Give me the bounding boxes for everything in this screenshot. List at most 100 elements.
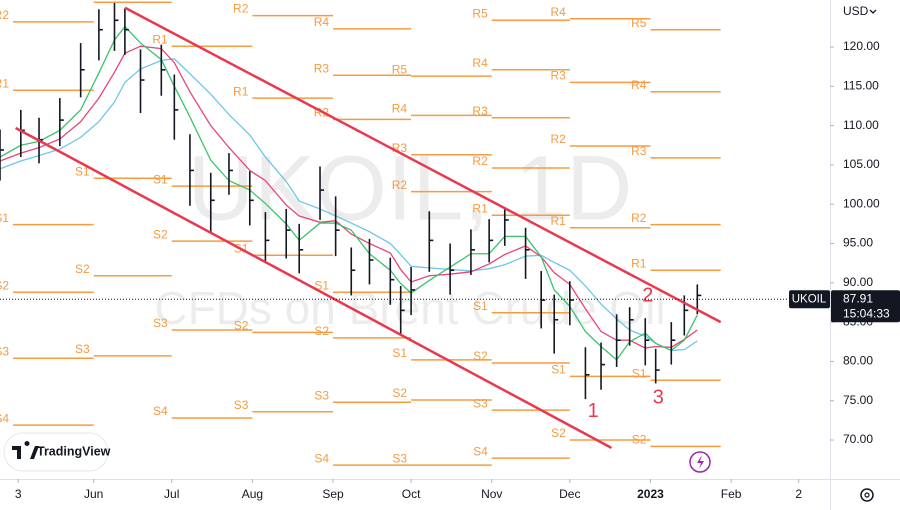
y-tick-label: 75.00 bbox=[843, 393, 873, 407]
logo-text: TradingView bbox=[37, 444, 111, 458]
x-tick-label: 3 bbox=[15, 487, 22, 501]
y-tick-label: 105.00 bbox=[843, 157, 880, 171]
price-tag bbox=[831, 290, 900, 323]
pivot-label: S2 bbox=[75, 262, 90, 276]
pivot-label: S2 bbox=[392, 386, 407, 400]
y-tick-label: 80.00 bbox=[843, 354, 873, 368]
x-tick-label: Jul bbox=[164, 487, 179, 501]
alert-bolt bbox=[697, 455, 704, 469]
y-tick-label: 95.00 bbox=[843, 236, 873, 250]
x-tick-label: Aug bbox=[242, 487, 263, 501]
y-tick-label: 115.00 bbox=[843, 78, 879, 92]
x-tick-label: 2023 bbox=[637, 487, 664, 501]
wave-label: 2 bbox=[642, 284, 653, 306]
x-tick-label: Oct bbox=[402, 487, 421, 501]
pivot-label: R2 bbox=[472, 154, 488, 168]
pivot-label: S2 bbox=[234, 319, 249, 333]
pivot-label: R2 bbox=[550, 132, 566, 146]
pivot-label: R1 bbox=[74, 0, 90, 2]
x-tick-label: Jun bbox=[84, 487, 103, 501]
gear bbox=[860, 488, 874, 502]
pivot-label: R3 bbox=[550, 69, 566, 83]
pivot-label: S2 bbox=[314, 324, 329, 338]
gear-center bbox=[864, 492, 870, 498]
y-tick-label: 110.00 bbox=[843, 118, 879, 132]
logo-icon bbox=[12, 440, 39, 459]
pivot-label: R4 bbox=[631, 78, 647, 92]
pivot-label: S3 bbox=[75, 342, 90, 356]
pivot-label: R4 bbox=[314, 15, 330, 29]
channel-line bbox=[15, 126, 613, 449]
countdown-label: 15:04:33 bbox=[843, 306, 890, 320]
x-tick-label: 2 bbox=[795, 487, 802, 501]
pivot-label: R1 bbox=[550, 214, 566, 228]
watermark: UKOIL, 1D CFDs on Brent Crude Oil bbox=[154, 137, 665, 334]
pivot-label: R1 bbox=[472, 201, 488, 215]
pivot-label: S2 bbox=[632, 432, 647, 446]
pivot-label: S2 bbox=[0, 278, 9, 292]
currency-caret bbox=[869, 9, 877, 14]
time-axis-bg bbox=[0, 479, 900, 510]
pivot-label: S1 bbox=[392, 346, 407, 360]
pivot-label: S2 bbox=[153, 227, 168, 241]
pivot-label: R2 bbox=[233, 2, 249, 16]
pivot-label: R1 bbox=[233, 84, 249, 98]
x-tick-label: Feb bbox=[721, 487, 742, 501]
pivot-label: S1 bbox=[473, 299, 488, 313]
pivot-label: S3 bbox=[473, 396, 488, 410]
pivot-label: R4 bbox=[550, 5, 566, 19]
logo-bg bbox=[3, 432, 109, 472]
axes: 70.0075.0080.0085.0090.0095.00100.00105.… bbox=[15, 39, 880, 501]
pivot-label: R3 bbox=[314, 61, 330, 75]
x-tick-label: Sep bbox=[322, 487, 344, 501]
pivot-label: R1 bbox=[152, 32, 168, 46]
pivot-label: S1 bbox=[75, 164, 90, 178]
pivot-label: R3 bbox=[472, 104, 488, 118]
ma-line bbox=[0, 58, 698, 352]
pivot-label: S3 bbox=[234, 398, 249, 412]
last-price-label: 87.91 bbox=[843, 291, 873, 305]
pivot-label: R5 bbox=[631, 16, 647, 30]
pivot-label: R2 bbox=[0, 8, 9, 22]
pivot-label: S1 bbox=[551, 363, 566, 377]
pivot-label: R5 bbox=[472, 6, 488, 20]
pivot-label: S1 bbox=[0, 211, 9, 225]
pivot-label: S1 bbox=[153, 172, 168, 186]
settings-icon[interactable] bbox=[860, 488, 874, 502]
pivot-label: S1 bbox=[314, 278, 329, 292]
alert-icon[interactable] bbox=[689, 451, 711, 473]
pivot-label: S3 bbox=[0, 344, 9, 358]
pivot-label: S2 bbox=[473, 349, 488, 363]
watermark-subtitle: CFDs on Brent Crude Oil bbox=[154, 282, 665, 334]
pivot-label: R1 bbox=[631, 256, 647, 270]
plot: R2 R1 S1 S2 S3 S4 R1 S1 S2 S3 R1 S1 S2 S3 S4 R2 R1 S1 S2 S3… bbox=[0, 0, 830, 466]
symbol-label: UKOIL bbox=[792, 293, 827, 305]
pivot-label: S3 bbox=[153, 316, 168, 330]
pivot-label: S4 bbox=[153, 404, 168, 418]
pivot-label: S2 bbox=[551, 426, 566, 440]
currency-label[interactable]: USD bbox=[843, 4, 869, 18]
pivot-label: S4 bbox=[0, 411, 9, 425]
pivot-label: R2 bbox=[631, 211, 647, 225]
channel-line bbox=[124, 6, 722, 324]
symbol-tag bbox=[789, 290, 830, 309]
price-axis-bg bbox=[830, 0, 900, 510]
pivot-label: S3 bbox=[314, 388, 329, 402]
pivot-label: S1 bbox=[632, 366, 647, 380]
wave-label: 3 bbox=[653, 387, 664, 409]
watermark-title: UKOIL, 1D bbox=[188, 137, 633, 239]
y-tick-label: 90.00 bbox=[843, 275, 873, 289]
x-tick-label: Dec bbox=[559, 487, 580, 501]
pivot-label: S4 bbox=[314, 451, 329, 465]
pivot-label: S4 bbox=[473, 444, 488, 458]
logo[interactable]: TradingView bbox=[3, 432, 111, 472]
pivot-label: R2 bbox=[392, 178, 408, 192]
y-tick-label: 70.00 bbox=[843, 432, 873, 446]
pivot-label: R3 bbox=[631, 144, 647, 158]
y-tick-label: 120.00 bbox=[843, 39, 880, 53]
pivot-label: R4 bbox=[392, 102, 408, 116]
pivot-label: S3 bbox=[392, 451, 407, 465]
x-tick-label: Nov bbox=[481, 487, 502, 501]
